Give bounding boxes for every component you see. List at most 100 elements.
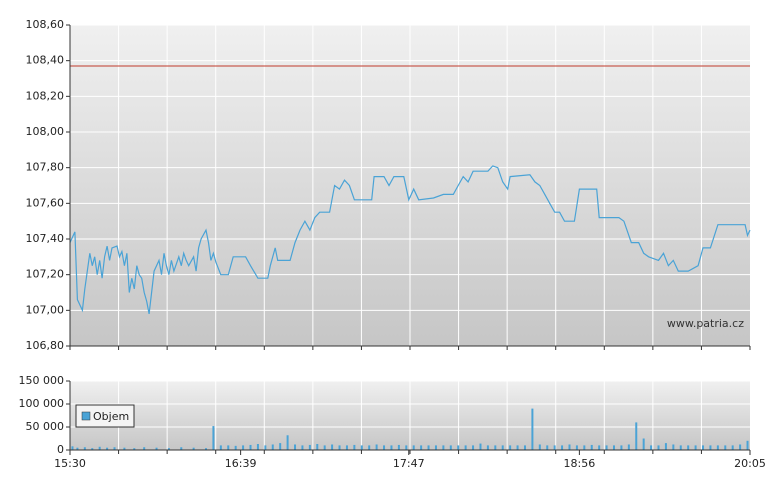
volume-bar bbox=[427, 445, 430, 450]
volume-bar bbox=[143, 447, 146, 450]
y-tick-label: 107,60 bbox=[26, 196, 65, 209]
volume-bar bbox=[227, 445, 230, 450]
volume-bar bbox=[308, 444, 311, 450]
volume-bar bbox=[83, 447, 86, 450]
watermark: www.patria.cz bbox=[667, 317, 744, 330]
volume-bar bbox=[256, 444, 259, 450]
y-tick-label: 108,20 bbox=[26, 89, 65, 102]
volume-bar bbox=[286, 435, 289, 450]
volume-bar bbox=[180, 447, 183, 450]
volume-bar bbox=[383, 445, 386, 450]
y-tick-label: 107,40 bbox=[26, 232, 65, 245]
volume-bar bbox=[657, 445, 660, 450]
volume-bar bbox=[412, 445, 415, 450]
volume-bar bbox=[724, 445, 727, 450]
volume-bar bbox=[420, 445, 423, 450]
volume-bar bbox=[390, 445, 393, 450]
x-tick-label: 18:56 bbox=[564, 457, 596, 470]
volume-bar bbox=[442, 445, 445, 450]
volume-bar bbox=[464, 445, 467, 450]
volume-bar bbox=[642, 438, 645, 450]
volume-bar bbox=[249, 444, 252, 450]
volume-bar bbox=[91, 448, 94, 450]
volume-bar bbox=[546, 445, 549, 450]
volume-bar bbox=[76, 447, 79, 450]
y-tick-label: 108,40 bbox=[26, 54, 65, 67]
volume-bar bbox=[523, 445, 526, 450]
volume-bar bbox=[731, 445, 734, 450]
volume-bar bbox=[353, 444, 356, 450]
volume-bar bbox=[679, 445, 682, 450]
volume-bar bbox=[192, 447, 195, 450]
volume-bar bbox=[301, 445, 304, 450]
y-tick-label: 108,00 bbox=[26, 125, 65, 138]
volume-bar bbox=[242, 445, 245, 450]
y-tick-label: 107,00 bbox=[26, 303, 65, 316]
volume-bar bbox=[486, 445, 489, 450]
volume-bar bbox=[457, 445, 460, 450]
volume-bar bbox=[279, 443, 282, 450]
volume-bar bbox=[331, 444, 334, 450]
volume-bar bbox=[449, 445, 452, 450]
volume-bar bbox=[338, 445, 341, 450]
legend-box bbox=[75, 404, 135, 428]
volume-bar bbox=[212, 426, 215, 450]
volume-bar bbox=[516, 445, 519, 450]
volume-bar bbox=[368, 445, 371, 450]
volume-bar bbox=[620, 445, 623, 450]
y-tick-label: 50 000 bbox=[26, 420, 65, 433]
volume-bar bbox=[155, 447, 158, 450]
volume-bar bbox=[472, 445, 475, 450]
volume-bar bbox=[672, 444, 675, 450]
volume-bar bbox=[360, 445, 363, 450]
y-tick-label: 108,60 bbox=[26, 18, 65, 31]
volume-bar bbox=[613, 445, 615, 450]
volume-bar bbox=[590, 444, 593, 450]
volume-bar bbox=[568, 444, 571, 450]
volume-bar bbox=[583, 445, 586, 450]
volume-bar bbox=[501, 445, 504, 450]
volume-bar bbox=[627, 444, 630, 450]
volume-bar bbox=[323, 445, 326, 450]
x-tick-label: 20:05 bbox=[734, 457, 766, 470]
volume-bar bbox=[167, 448, 170, 450]
volume-bar bbox=[605, 445, 608, 450]
y-tick-label: 107,80 bbox=[26, 161, 65, 174]
y-tick-label: 0 bbox=[57, 443, 64, 456]
volume-bar bbox=[113, 447, 116, 450]
volume-bar bbox=[133, 448, 136, 450]
volume-bar bbox=[479, 443, 482, 450]
volume-bar bbox=[664, 443, 667, 450]
volume-bar bbox=[98, 446, 101, 450]
price-line bbox=[69, 165, 751, 315]
volume-bar bbox=[219, 445, 222, 450]
volume-bar bbox=[694, 445, 697, 450]
volume-bar bbox=[635, 422, 638, 450]
volume-bar bbox=[702, 445, 705, 450]
legend-swatch bbox=[81, 411, 91, 421]
volume-bar bbox=[205, 448, 207, 450]
y-tick-label: 107,20 bbox=[26, 268, 65, 281]
volume-bar bbox=[709, 445, 712, 450]
volume-bar bbox=[294, 444, 297, 450]
volume-bar bbox=[531, 408, 534, 450]
volume-bar bbox=[509, 445, 512, 450]
volume-bar bbox=[716, 445, 719, 450]
volume-bar bbox=[345, 445, 348, 450]
x-tick-label: 16:39 bbox=[225, 457, 257, 470]
volume-bar bbox=[123, 447, 126, 450]
volume-bar bbox=[561, 445, 564, 450]
volume-bar bbox=[71, 446, 74, 450]
x-tick-label: 15:30 bbox=[54, 457, 86, 470]
volume-bar bbox=[106, 447, 109, 450]
x-tick-label: 17:47 bbox=[393, 457, 425, 470]
volume-bar bbox=[650, 445, 653, 450]
volume-bar bbox=[575, 445, 578, 450]
y-tick-label: 106,80 bbox=[26, 339, 65, 352]
volume-bar bbox=[739, 444, 742, 450]
volume-bar bbox=[316, 444, 319, 450]
volume-bar bbox=[746, 440, 749, 450]
volume-bar bbox=[264, 445, 267, 450]
volume-bar bbox=[494, 445, 497, 450]
